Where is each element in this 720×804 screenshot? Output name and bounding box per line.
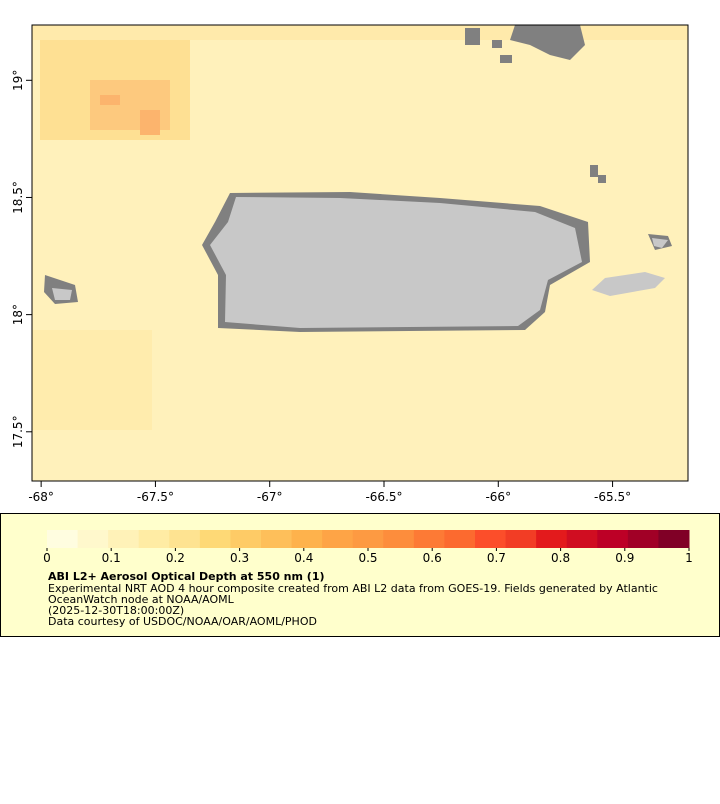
colorbar-swatch: [352, 530, 384, 548]
y-tick-label: 18°: [11, 304, 25, 325]
colorbar-tick-label: 0: [43, 551, 51, 565]
colorbar-swatch: [169, 530, 201, 548]
colorbar-swatch: [322, 530, 354, 548]
x-tick-label: -68°: [28, 490, 54, 504]
colorbar-tick-label: 0.3: [230, 551, 249, 565]
colorbar-tick-label: 0.6: [423, 551, 442, 565]
colorbar-tick-label: 0.5: [358, 551, 377, 565]
colorbar-tick-label: 0.8: [551, 551, 570, 565]
colorbar-swatch: [108, 530, 140, 548]
colorbar-swatch: [199, 530, 231, 548]
cloud-mask: [465, 25, 606, 183]
x-tick-label: -66°: [485, 490, 511, 504]
x-tick-label: -65.5°: [594, 490, 631, 504]
colorbar-swatch: [444, 530, 476, 548]
colorbar-swatch: [475, 530, 507, 548]
y-tick-label: 17.5°: [11, 415, 25, 448]
caption-line: Experimental NRT AOD 4 hour composite cr…: [48, 582, 658, 595]
colorbar-swatch: [536, 530, 568, 548]
colorbar-swatch: [505, 530, 537, 548]
colorbar-swatch: [566, 530, 598, 548]
colorbar-tick-label: 0.2: [166, 551, 185, 565]
caption-line: OceanWatch node at NOAA/AOML: [48, 593, 235, 606]
colorbar-swatch: [138, 530, 170, 548]
colorbar-swatch: [658, 530, 690, 548]
colorbar-swatch: [413, 530, 445, 548]
colorbar-swatch: [627, 530, 659, 548]
map-frame: [31, 24, 689, 482]
colorbar-swatch: [77, 530, 109, 548]
colorbar-tick-label: 0.4: [294, 551, 313, 565]
x-tick-label: -67.5°: [137, 490, 174, 504]
y-tick-label: 19°: [11, 70, 25, 91]
colorbar-swatch: [291, 530, 323, 548]
colorbar-swatch: [383, 530, 415, 548]
land: [44, 192, 672, 332]
x-tick-label: -66.5°: [365, 490, 402, 504]
colorbar-swatch: [261, 530, 293, 548]
caption-line: (2025-12-30T18:00:00Z): [48, 604, 184, 617]
colorbar-tick-label: 0.9: [615, 551, 634, 565]
colorbar-swatch: [597, 530, 629, 548]
caption-line: Data courtesy of USDOC/NOAA/OAR/AOML/PHO…: [48, 615, 317, 628]
colorbar-tick-label: 0.1: [102, 551, 121, 565]
colorbar-swatch: [47, 530, 79, 548]
y-tick-label: 18.5°: [11, 181, 25, 214]
colorbar-swatch: [230, 530, 262, 548]
colorbar-tick-label: 0.7: [487, 551, 506, 565]
x-tick-label: -67°: [257, 490, 283, 504]
caption-title: ABI L2+ Aerosol Optical Depth at 550 nm …: [48, 570, 325, 583]
colorbar-tick-label: 1: [685, 551, 693, 565]
